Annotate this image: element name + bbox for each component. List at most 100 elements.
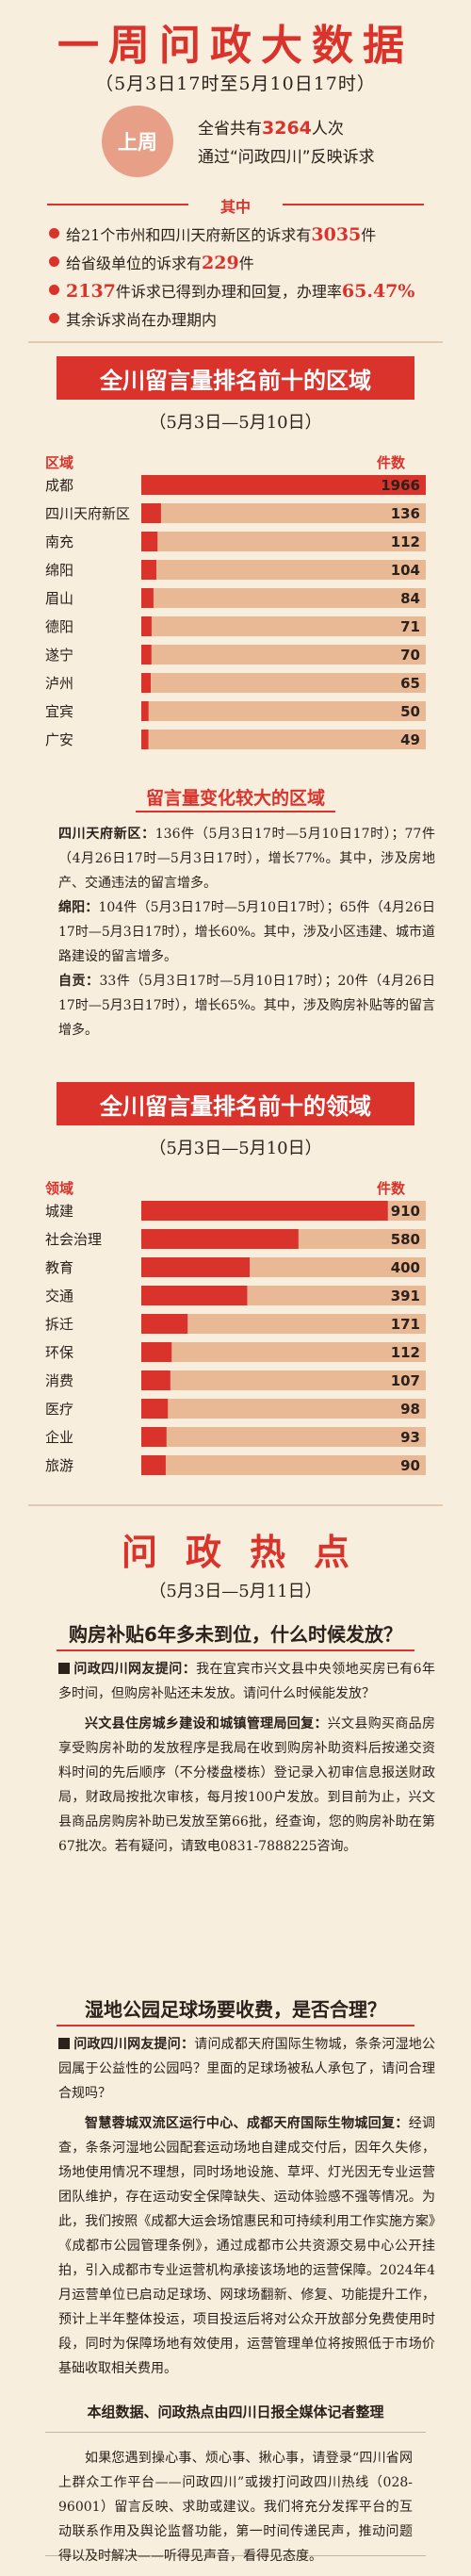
- region-bar-track: [141, 730, 426, 749]
- field-bar: [141, 1257, 251, 1277]
- region-bar-track: [141, 588, 426, 608]
- region-bar-track: [141, 701, 426, 721]
- region-category-label: 四川天府新区: [45, 505, 130, 522]
- netizen-question: 问政四川网友提问：我在宜宾市兴文县中央领地买房已有6年多时间，但购房补贴还未发放…: [58, 1657, 435, 1706]
- reply-label: 兴文县住房城乡建设和城镇管理局回复：: [85, 1716, 328, 1731]
- field-category-label: 环保: [45, 1344, 73, 1361]
- region-bar-track: [141, 560, 426, 580]
- region-bar-track: [141, 673, 426, 693]
- field-bar: [141, 1286, 248, 1305]
- topic-question: 购房补贴6年多未到位，什么时候发放？: [69, 1623, 402, 1646]
- change-region-name: 四川天府新区：: [58, 827, 155, 842]
- field-bar-track: [141, 1342, 426, 1362]
- question-square-icon: [58, 2038, 70, 2049]
- field-category-label: 城建: [45, 1203, 73, 1220]
- region-value-label: 65: [400, 675, 420, 692]
- field-value-label: 171: [391, 1316, 420, 1333]
- field-bar-track: [141, 1370, 426, 1390]
- topic-story: 问政四川网友提问：请问成都天府国际生物城，条条河湿地公园属于公益性的公园吗？里面…: [58, 2032, 435, 2390]
- region-value-label: 70: [400, 647, 420, 664]
- change-section-underline: [136, 811, 335, 812]
- change-paragraph: 四川天府新区：136件（5月3日17时—5月10日17时）；77件（4月26日1…: [58, 822, 435, 895]
- field-count-label: 件数: [377, 1180, 406, 1197]
- change-region-name: 绵阳：: [58, 900, 99, 915]
- field-category-label: 社会治理: [45, 1231, 102, 1248]
- region-bar-track: [141, 532, 426, 551]
- field-value-label: 391: [391, 1288, 420, 1304]
- topic-story: 问政四川网友提问：我在宜宾市兴文县中央领地买房已有6年多时间，但购房补贴还未发放…: [58, 1657, 435, 1996]
- netizen-text: 请问成都天府国际生物城，条条河湿地公园属于公益性的公园吗？里面的足球场被私人承包…: [58, 2037, 436, 2101]
- bullet-text: 其余诉求尚在办理期内: [66, 311, 218, 329]
- field-value-label: 580: [391, 1231, 420, 1248]
- region-bar-track: [141, 503, 426, 523]
- field-bar: [141, 1370, 171, 1390]
- topic-question: 湿地公园足球场要收费，是否合理？: [85, 1998, 386, 2021]
- region-chart-date: （5月3日—5月10日）: [149, 413, 322, 433]
- bullet-number: 229: [202, 253, 239, 273]
- region-bar-chart: 成都 1966 四川天府新区 136 南充 112 绵阳 104 眉山 84 德阳 71 遂宁 70 泸州 6…: [45, 475, 426, 749]
- change-paragraph: 绵阳：104件（5月3日17时—5月10日17时）；65件（4月26日17时—5…: [58, 895, 435, 969]
- bullet-dot-icon: [49, 313, 59, 323]
- bullet-item: 2137件诉求已得到办理和回复，办理率65.47%: [49, 279, 445, 307]
- bullet-text: 件: [361, 226, 377, 244]
- region-category-label: 南充: [45, 533, 73, 550]
- region-count-label: 件数: [377, 454, 406, 471]
- region-value-label: 1966: [381, 477, 420, 494]
- topic-underline: [57, 2025, 414, 2026]
- field-category-label: 消费: [45, 1372, 73, 1389]
- page-title: 一周问政大数据: [57, 22, 414, 70]
- region-value-label: 84: [400, 590, 420, 607]
- change-section-title: 留言量变化较大的区域: [145, 788, 325, 809]
- bullet-item: 给省级单位的诉求有229件: [49, 251, 445, 279]
- region-category-label: 广安: [45, 731, 73, 748]
- region-bar: [141, 475, 426, 495]
- change-region-name: 自贡：: [58, 974, 100, 989]
- field-value-label: 910: [391, 1203, 420, 1220]
- summary-count: 3264: [262, 118, 312, 139]
- among-line-right: [283, 204, 424, 205]
- field-bar: [141, 1229, 299, 1249]
- among-label: 其中: [219, 198, 251, 216]
- hot-topics-title: 问政热点: [121, 1531, 378, 1573]
- region-category-label: 遂宁: [45, 647, 73, 664]
- summary-line-2: 通过“问政四川”反映诉求: [198, 148, 375, 167]
- field-axis-label: 领域: [45, 1180, 74, 1197]
- field-bar-track: [141, 1455, 426, 1475]
- field-bar-track: [141, 1314, 426, 1334]
- page-date-range: （5月3日17时至5月10日17时）: [95, 74, 376, 94]
- region-category-label: 泸州: [45, 675, 73, 692]
- netizen-label: 问政四川网友提问：: [73, 1662, 197, 1677]
- region-value-label: 104: [391, 562, 420, 579]
- region-category-label: 眉山: [45, 590, 73, 607]
- field-bar: [141, 1427, 167, 1447]
- field-chart-title: 全川留言量排名前十的领域: [57, 1082, 414, 1125]
- change-paragraphs: 四川天府新区：136件（5月3日17时—5月10日17时）；77件（4月26日1…: [58, 822, 435, 1067]
- field-chart-date: （5月3日—5月10日）: [149, 1139, 322, 1158]
- footer-text: 如果您遇到操心事、烦心事、揪心事，请登录“四川省网上群众工作平台——问政四川”或…: [58, 2451, 413, 2564]
- field-bar-chart: 城建 910 社会治理 580 教育 400 交通 391 拆迁 171 环保 112 消费 107 医疗 9…: [45, 1201, 426, 1475]
- field-value-label: 98: [400, 1401, 420, 1418]
- field-value-label: 93: [400, 1429, 420, 1446]
- region-value-label: 112: [391, 533, 420, 550]
- bullet-dot-icon: [49, 256, 59, 267]
- last-week-badge: 上周: [102, 106, 173, 177]
- region-value-label: 136: [391, 505, 420, 522]
- field-bar: [141, 1342, 172, 1362]
- region-bar: [141, 532, 158, 551]
- region-value-label: 71: [400, 618, 420, 635]
- field-bar-track: [141, 1427, 426, 1447]
- bullet-item: 其余诉求尚在办理期内: [49, 307, 445, 336]
- region-bar: [141, 701, 149, 721]
- region-bar-track: [141, 645, 426, 665]
- region-bar: [141, 645, 152, 665]
- region-bar: [141, 673, 151, 693]
- summary-line-1: 全省共有3264人次: [198, 115, 344, 139]
- netizen-question: 问政四川网友提问：请问成都天府国际生物城，条条河湿地公园属于公益性的公园吗？里面…: [58, 2032, 435, 2106]
- summary-bullets: 给21个市州和四川天府新区的诉求有3035件 给省级单位的诉求有229件 213…: [49, 222, 445, 336]
- region-category-label: 成都: [45, 477, 73, 494]
- bullet-text: 件诉求已得到办理和回复，办理率: [115, 283, 342, 301]
- netizen-label: 问政四川网友提问：: [73, 2037, 195, 2052]
- official-reply: 兴文县住房城乡建设和城镇管理局回复：兴文县购买商品房享受购房补助的发放程序是我局…: [58, 1712, 435, 1859]
- change-paragraph: 自贡：33件（5月3日17时—5月10日17时）；20件（4月26日17时—5月…: [58, 969, 435, 1042]
